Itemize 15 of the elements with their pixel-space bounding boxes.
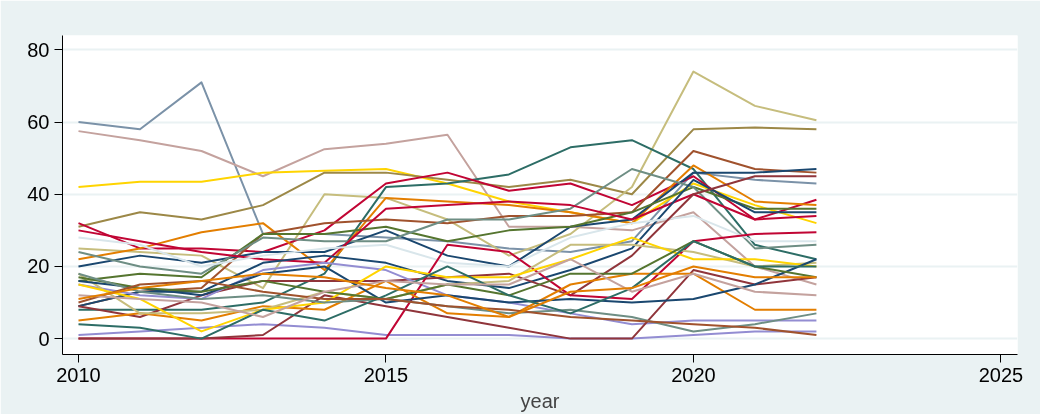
y-tick-label: 60 bbox=[27, 111, 50, 134]
line-series bbox=[77, 126, 818, 228]
x-tick-label: 2020 bbox=[671, 363, 716, 386]
y-tick-label: 40 bbox=[27, 183, 50, 206]
line-series bbox=[77, 81, 818, 254]
y-tick-label: 80 bbox=[27, 38, 50, 61]
y-tick-label: 0 bbox=[38, 327, 50, 350]
y-tick-label: 20 bbox=[27, 255, 50, 278]
x-tick-label: 2025 bbox=[978, 363, 1024, 386]
x-tick-label: 2010 bbox=[56, 363, 101, 386]
line-series bbox=[77, 168, 818, 225]
line-series bbox=[77, 214, 818, 268]
x-tick-label: 2015 bbox=[363, 363, 409, 386]
line-series bbox=[77, 323, 818, 340]
x-axis-title: year bbox=[520, 389, 560, 412]
